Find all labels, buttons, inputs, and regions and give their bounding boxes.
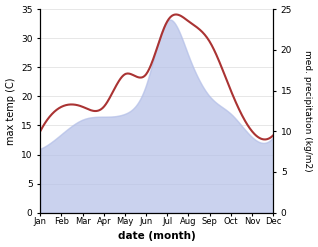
Y-axis label: med. precipitation (kg/m2): med. precipitation (kg/m2) [303, 50, 313, 172]
Y-axis label: max temp (C): max temp (C) [5, 77, 16, 145]
X-axis label: date (month): date (month) [118, 231, 196, 242]
